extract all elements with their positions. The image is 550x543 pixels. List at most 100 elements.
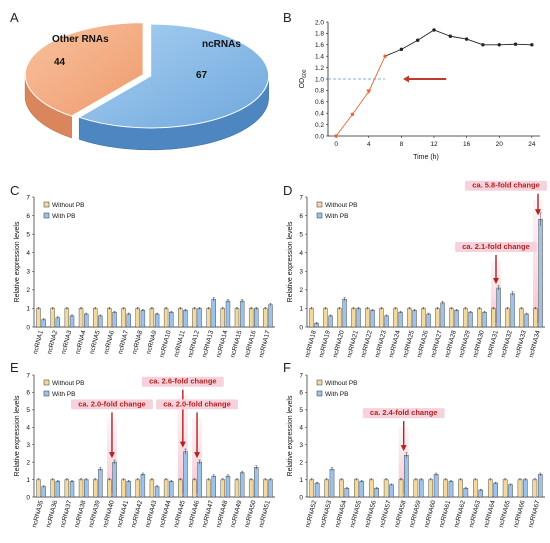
x-tick-label: 8	[400, 141, 404, 148]
x-tick-label: ncRNA39	[88, 499, 102, 528]
x-tick-label: ncRNA35	[31, 499, 45, 528]
bar-with-pb	[463, 488, 469, 498]
bar-without-pb	[428, 479, 434, 498]
y-tick-label: 6	[299, 213, 303, 220]
x-tick-label: 4	[367, 141, 371, 148]
data-point	[481, 43, 485, 47]
bar-without-pb	[443, 479, 448, 498]
annotation-arrow-head	[400, 445, 407, 452]
x-tick-label: ncRNA50	[244, 499, 258, 528]
bar-without-pb	[421, 308, 426, 328]
bar-without-pb	[121, 479, 126, 498]
y-tick-label: 6	[26, 390, 30, 397]
bar-without-pb	[93, 308, 98, 328]
y-tick-label: 7	[299, 372, 303, 379]
bar-with-pb	[374, 488, 379, 498]
series-line-segment	[466, 38, 484, 46]
x-tick-label: ncRNA6	[103, 329, 116, 355]
bar-with-pb	[154, 313, 160, 328]
bar-with-pb	[359, 481, 365, 498]
bar-with-pb	[508, 484, 513, 498]
data-point	[448, 34, 453, 38]
legend-swatch	[316, 201, 323, 208]
y-axis-label: Relative expression levels	[14, 221, 21, 302]
x-tick-label: ncRNA8	[131, 329, 144, 355]
bar-without-pb	[435, 308, 440, 328]
y-tick-label: 0.4	[315, 111, 324, 118]
x-tick-label: ncRNA18	[304, 329, 318, 358]
bar-without-pb	[248, 308, 254, 328]
x-tick-label: ncRNA63	[468, 499, 482, 528]
x-tick-label: ncRNA27	[430, 329, 444, 358]
bar-without-pb	[107, 308, 112, 328]
annotation-background	[455, 242, 537, 252]
bar-without-pb	[192, 479, 197, 498]
y-tick-label: 4	[299, 425, 303, 432]
y-tick-label: 1.0	[315, 76, 324, 83]
x-tick-label: ncRNA56	[364, 499, 378, 528]
bar-with-pb	[41, 486, 46, 498]
bar-without-pb	[463, 308, 468, 328]
x-tick-label: ncRNA13	[201, 329, 215, 358]
bar-with-pb	[98, 315, 103, 328]
legend-label: With PB	[325, 391, 348, 398]
annotation-label: ca. 2.0-fold change	[163, 399, 231, 408]
x-tick-label: ncRNA3	[60, 329, 73, 355]
data-point	[432, 28, 436, 32]
y-tick-label: 6	[299, 390, 303, 397]
bar-with-pb	[493, 482, 498, 498]
bar-with-pb	[268, 304, 273, 328]
bar-with-pb	[426, 313, 431, 328]
bar-with-pb	[140, 310, 146, 328]
bar-without-pb	[135, 308, 140, 328]
bar-without-pb	[473, 479, 478, 498]
annotation-label: ca. 2.0-fold change	[78, 399, 146, 408]
x-tick-label: ncRNA61	[438, 499, 452, 528]
bar-with-pb	[126, 481, 131, 498]
legend-swatch	[43, 201, 50, 208]
x-tick-label: ncRNA29	[458, 329, 472, 358]
y-axis-label: Relative expression levels	[287, 221, 294, 302]
y-tick-label: 2	[299, 287, 303, 294]
pie-label-ncrnas: ncRNAs	[202, 39, 241, 50]
x-tick-label: ncRNA55	[349, 499, 363, 528]
legend-swatch	[43, 379, 50, 386]
bar-with-pb	[440, 302, 445, 328]
legend-label: With PB	[325, 213, 348, 220]
legend-label: Without PB	[325, 380, 358, 387]
bar-without-pb	[407, 308, 412, 328]
bar-with-pb	[418, 479, 424, 498]
annotation-label: ca. 2.1-fold change	[462, 242, 530, 251]
legend-swatch	[43, 390, 50, 397]
x-tick-label: ncRNA66	[513, 499, 527, 528]
bar-without-pb	[248, 479, 254, 498]
bar-with-pb	[197, 461, 202, 498]
bar-without-pb	[368, 479, 374, 498]
bar-with-pb	[69, 315, 75, 328]
bar-without-pb	[163, 308, 169, 328]
x-tick-label: ncRNA41	[116, 499, 130, 528]
y-tick-label: 0.2	[315, 122, 324, 129]
bar-with-pb	[329, 468, 335, 498]
y-tick-label: 3	[26, 269, 30, 276]
series-line-segment	[433, 29, 451, 37]
bar-without-pb	[178, 479, 183, 498]
x-tick-label: ncRNA37	[59, 499, 73, 528]
x-tick-label: ncRNA59	[409, 499, 423, 528]
annotation-background	[362, 408, 445, 419]
x-tick-label: ncRNA51	[258, 499, 272, 528]
bar-without-pb	[413, 479, 419, 498]
bar-with-pb	[84, 313, 89, 328]
x-tick-label: ncRNA4	[75, 329, 88, 355]
bar-without-pb	[502, 479, 508, 498]
x-tick-label: ncRNA15	[230, 329, 244, 358]
bar-with-pb	[537, 474, 543, 498]
bar-without-pb	[339, 479, 344, 498]
y-tick-label: 5	[26, 407, 30, 414]
bar-chart-c: 0 1 2 3 4 5 6 7 Relative expression levels ncRNA1…	[14, 194, 275, 358]
annotation-background	[141, 376, 224, 387]
bar-with-pb	[211, 298, 216, 328]
y-tick-label: 4	[299, 250, 303, 257]
y-tick-label: 2	[26, 287, 30, 294]
